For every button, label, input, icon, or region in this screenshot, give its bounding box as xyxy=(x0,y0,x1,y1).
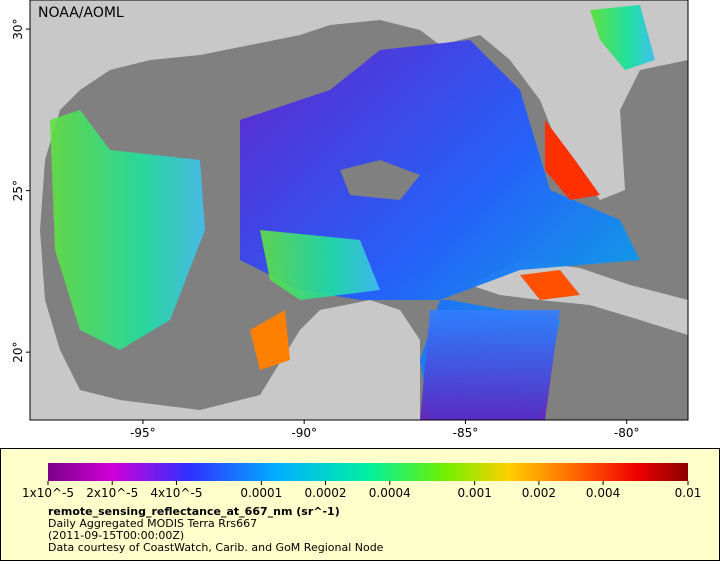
colorbar-label: 4x10^-5 xyxy=(150,486,202,500)
description: Daily Aggregated MODIS Terra Rrs667 xyxy=(48,517,257,530)
lon-label: -90° xyxy=(291,426,317,440)
lat-label: 30° xyxy=(11,18,25,39)
colorbar-label: 0.004 xyxy=(586,486,620,500)
colorbar xyxy=(48,463,688,481)
lat-label: 25° xyxy=(11,180,25,201)
colorbar-label: 0.0004 xyxy=(369,486,411,500)
colorbar-label: 1x10^-5 xyxy=(22,486,74,500)
lat-label: 20° xyxy=(11,342,25,363)
map: NOAA/AOML xyxy=(29,0,689,421)
data-swath xyxy=(520,270,580,300)
data-swath xyxy=(545,120,600,200)
credit: NOAA/AOML xyxy=(38,5,124,21)
data-swath xyxy=(250,310,290,370)
lon-label: -85° xyxy=(453,426,479,440)
data-swath xyxy=(420,310,560,420)
colorbar-label: 0.002 xyxy=(522,486,556,500)
colorbar-label: 0.0002 xyxy=(305,486,347,500)
cloud-gap xyxy=(340,160,420,200)
colorbar-label: 0.001 xyxy=(457,486,491,500)
lon-label: -95° xyxy=(130,426,156,440)
data-swath xyxy=(260,230,380,300)
colorbar-label: 0.01 xyxy=(675,486,702,500)
colorbar-label: 0.0001 xyxy=(240,486,282,500)
variable-name: remote_sensing_reflectance_at_667_nm (sr… xyxy=(48,505,340,518)
colorbar-label: 2x10^-5 xyxy=(86,486,138,500)
map-border xyxy=(29,0,689,421)
time: (2011-09-15T00:00:00Z) xyxy=(48,529,184,542)
lon-label: -80° xyxy=(614,426,640,440)
data-swath xyxy=(50,110,205,350)
data-swath xyxy=(590,5,655,70)
source: Data courtesy of CoastWatch, Carib. and … xyxy=(48,541,384,554)
